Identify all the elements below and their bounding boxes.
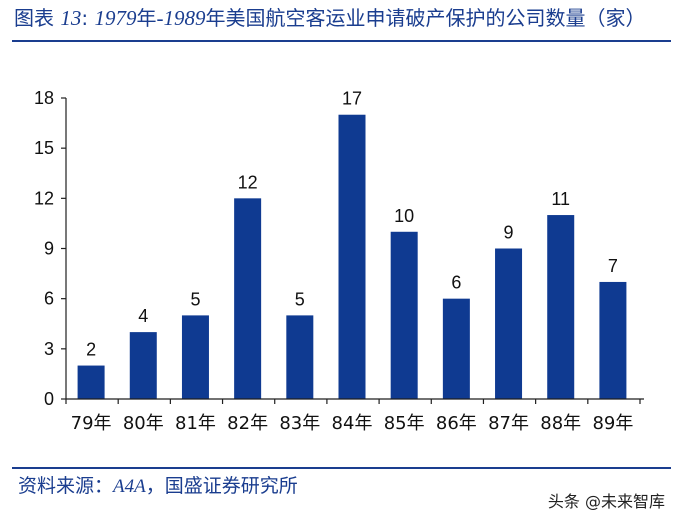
bar-85年 <box>390 231 418 399</box>
title-dash: - <box>156 6 164 30</box>
value-label: 11 <box>551 189 570 209</box>
source-rest: ，国盛证券研究所 <box>145 475 298 497</box>
value-label: 2 <box>86 340 96 360</box>
value-label: 10 <box>394 206 414 226</box>
y-tick-label: 3 <box>44 339 54 359</box>
bar-84年 <box>338 114 366 399</box>
category-label: 81年 <box>175 413 216 434</box>
title-rest: 年美国航空客运业申请破产保护的公司数量（家） <box>205 6 646 30</box>
y-tick-label: 9 <box>44 239 54 259</box>
title-colon: : <box>81 6 89 30</box>
title-prefix: 图表 <box>14 6 54 30</box>
bar-83年 <box>286 315 314 399</box>
category-label: 86年 <box>436 413 477 434</box>
labels-layer: 2 79年 4 80年 5 81年 12 82年 5 83年 17 84年 10 85年 6 86年 9 87年 1… <box>34 88 633 434</box>
value-label: 5 <box>295 289 305 309</box>
bar-86年 <box>442 298 470 399</box>
category-label: 84年 <box>332 413 373 434</box>
value-label: 4 <box>138 306 148 326</box>
title-year-end: 1989 <box>163 6 206 30</box>
value-label: 12 <box>238 172 258 192</box>
watermark: 头条 @未来智库 <box>543 486 669 514</box>
bar-88年 <box>547 215 575 399</box>
bar-80年 <box>129 332 157 399</box>
bar-chart: 2 79年 4 80年 5 81年 12 82年 5 83年 17 84年 10 85年 6 86年 9 87年 1… <box>34 88 644 434</box>
source-org: A4A <box>113 476 146 497</box>
category-label: 82年 <box>227 413 268 434</box>
bars-layer <box>77 114 627 399</box>
y-tick-label: 0 <box>44 389 54 409</box>
source-label: 资料来源： <box>18 475 114 497</box>
y-tick-label: 6 <box>44 289 54 309</box>
bar-79年 <box>77 365 105 399</box>
axes-layer <box>61 97 644 404</box>
value-label: 17 <box>342 89 362 109</box>
bar-89年 <box>599 281 627 399</box>
category-label: 85年 <box>384 413 425 434</box>
title-year-start: 1979 <box>94 6 137 30</box>
category-label: 89年 <box>592 413 633 434</box>
category-label: 79年 <box>71 413 112 434</box>
value-label: 5 <box>190 289 200 309</box>
source-divider <box>12 467 671 469</box>
bar-87年 <box>495 248 523 399</box>
title-year-unit: 年 <box>136 6 157 30</box>
value-label: 9 <box>504 223 514 243</box>
y-tick-label: 15 <box>34 138 54 158</box>
category-label: 83年 <box>279 413 320 434</box>
category-label: 80年 <box>123 413 164 434</box>
value-label: 7 <box>608 256 618 276</box>
source-note: 资料来源：A4A，国盛证券研究所 <box>18 472 298 501</box>
bar-82年 <box>234 198 262 399</box>
category-label: 87年 <box>488 413 529 434</box>
chart-title: 图表 13: 1979年-1989年美国航空客运业申请破产保护的公司数量（家） <box>14 4 674 32</box>
y-tick-label: 12 <box>34 188 54 208</box>
title-divider <box>12 40 671 42</box>
title-number: 13 <box>60 6 82 30</box>
value-label: 6 <box>451 273 461 293</box>
category-label: 88年 <box>540 413 581 434</box>
bar-81年 <box>181 315 209 399</box>
y-tick-label: 18 <box>34 88 54 108</box>
